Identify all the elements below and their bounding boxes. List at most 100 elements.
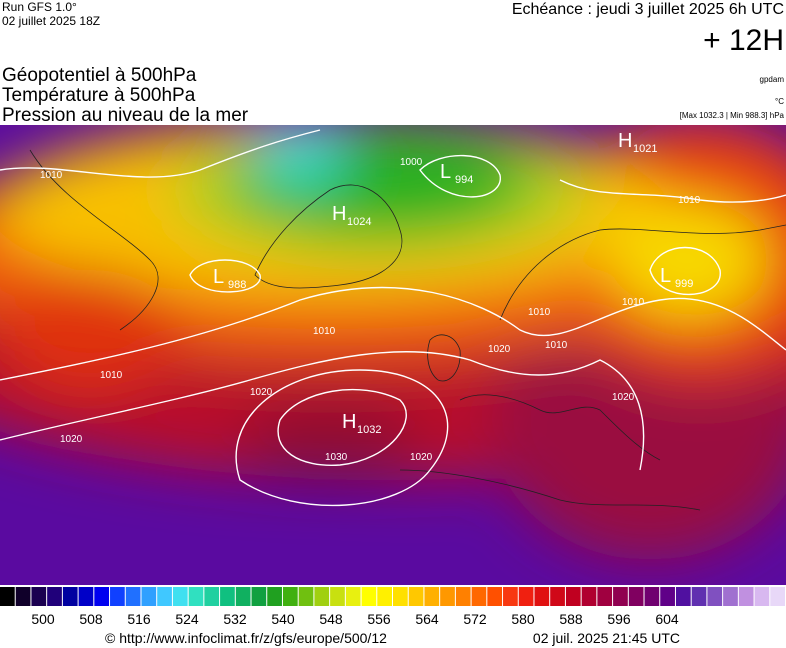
colorbar-swatch — [707, 587, 723, 606]
colorbar-swatch — [440, 587, 455, 606]
center-value: 999 — [675, 278, 693, 290]
isobar-label: 1010 — [313, 326, 336, 337]
isobar-label: 1010 — [40, 170, 63, 181]
colorbar-swatch — [754, 587, 770, 606]
colorbar-swatch — [298, 587, 314, 606]
center-letter: L — [440, 161, 451, 183]
colorbar-label: 588 — [559, 611, 583, 627]
colorbar-swatch — [550, 587, 565, 606]
isobar-label: 1010 — [528, 307, 551, 318]
center-value: 994 — [455, 174, 473, 186]
coastlines — [29, 149, 786, 511]
isobar-labels: 1010 1010 1010 1010 1020 1020 1030 1020 … — [40, 157, 701, 463]
colorbar-label: 500 — [31, 611, 55, 627]
map — [0, 125, 786, 585]
colorbar-swatch — [597, 587, 613, 606]
colorbar-swatch — [78, 587, 94, 606]
colorbar-label: 580 — [511, 611, 535, 627]
colorbar-label: 548 — [319, 611, 343, 627]
center-value: 1032 — [357, 424, 381, 436]
colorbar-label: 524 — [175, 611, 199, 627]
isobar-label: 1010 — [622, 297, 645, 308]
isobar-label: 1010 — [100, 370, 123, 381]
colorbar-swatch — [518, 587, 534, 606]
colorbar-swatch — [282, 587, 298, 606]
colorbar-swatch — [361, 587, 377, 606]
colorbar-swatch — [770, 587, 785, 606]
colorbar-swatch — [94, 587, 110, 606]
colorbar-swatch — [220, 587, 235, 606]
colorbar-swatch — [738, 587, 754, 606]
colorbar-swatch — [644, 587, 660, 606]
colorbar-swatch — [660, 587, 675, 606]
colorbar-swatch — [188, 587, 204, 606]
colorbar-label: 572 — [463, 611, 487, 627]
colorbar-label: 532 — [223, 611, 247, 627]
colorbar-swatch — [314, 587, 330, 606]
lead-time: + 12H — [703, 24, 784, 57]
colorbar-label: 564 — [415, 611, 439, 627]
isobar-label: 1020 — [488, 344, 511, 355]
colorbar-swatch — [503, 587, 518, 606]
colorbar-swatch — [534, 587, 550, 606]
colorbar-swatch — [172, 587, 188, 606]
colorbar-label: 540 — [271, 611, 295, 627]
colorbar-swatch — [0, 587, 15, 606]
isobar-label: 1010 — [678, 195, 701, 206]
colorbar-swatch — [204, 587, 220, 606]
colorbar-swatch — [47, 587, 62, 606]
colorbar-label: 604 — [655, 611, 679, 627]
colorbar-swatch — [110, 587, 125, 606]
colorbar-swatch — [628, 587, 644, 606]
colorbar-swatch — [565, 587, 581, 606]
isobars — [0, 129, 786, 507]
layer-label: Température à 500hPa — [2, 85, 196, 106]
timestamp: 02 juil. 2025 21:45 UTC — [533, 630, 680, 646]
colorbar-swatch — [330, 587, 345, 606]
colorbar-swatch — [235, 587, 251, 606]
colorbar-swatch — [15, 587, 31, 606]
center-value: 1024 — [347, 216, 371, 228]
unit-label: °C — [775, 97, 784, 106]
colorbar-label: 508 — [79, 611, 103, 627]
colorbar-swatch — [408, 587, 424, 606]
layer-label: Géopotentiel à 500hPa — [2, 65, 197, 86]
colorbar-swatch — [691, 587, 707, 606]
center-value: 988 — [228, 279, 246, 291]
isobar-label: 1020 — [612, 392, 635, 403]
unit-label: [Max 1032.3 | Min 988.3] hPa — [680, 111, 785, 120]
center-letter: L — [660, 265, 671, 287]
colorbar-label: 556 — [367, 611, 391, 627]
isobar-label: 1030 — [325, 452, 348, 463]
colorbar-swatch — [613, 587, 628, 606]
colorbar: 500 508 516 524 532 540 548 556 564 572 580 588 596 6… — [0, 587, 785, 627]
colorbar-swatch — [62, 587, 78, 606]
unit-label: gpdam — [760, 75, 785, 84]
isobar-label: 1010 — [545, 340, 568, 351]
colorbar-swatch — [125, 587, 141, 606]
center-letter: H — [342, 411, 356, 433]
colorbar-swatch — [31, 587, 47, 606]
isobar-label: 1020 — [60, 434, 83, 445]
forecast-time: Echéance : jeudi 3 juillet 2025 6h UTC — [512, 1, 784, 18]
colorbar-swatch — [157, 587, 172, 606]
colorbar-swatch — [424, 587, 440, 606]
center-letter: L — [213, 266, 224, 288]
run-date: 02 juillet 2025 18Z — [2, 14, 100, 28]
center-letter: H — [618, 130, 632, 152]
colorbar-swatch — [471, 587, 487, 606]
isobar-label: 1020 — [410, 452, 433, 463]
isobar-label: 1020 — [250, 387, 273, 398]
colorbar-label: 596 — [607, 611, 631, 627]
colorbar-swatch — [377, 587, 392, 606]
colorbar-label: 516 — [127, 611, 151, 627]
colorbar-swatch — [345, 587, 361, 606]
colorbar-swatch — [487, 587, 503, 606]
isobar-label: 1000 — [400, 157, 423, 168]
colorbar-swatch — [455, 587, 471, 606]
layer-label: Pression au niveau de la mer — [2, 105, 249, 126]
colorbar-swatch — [393, 587, 408, 606]
